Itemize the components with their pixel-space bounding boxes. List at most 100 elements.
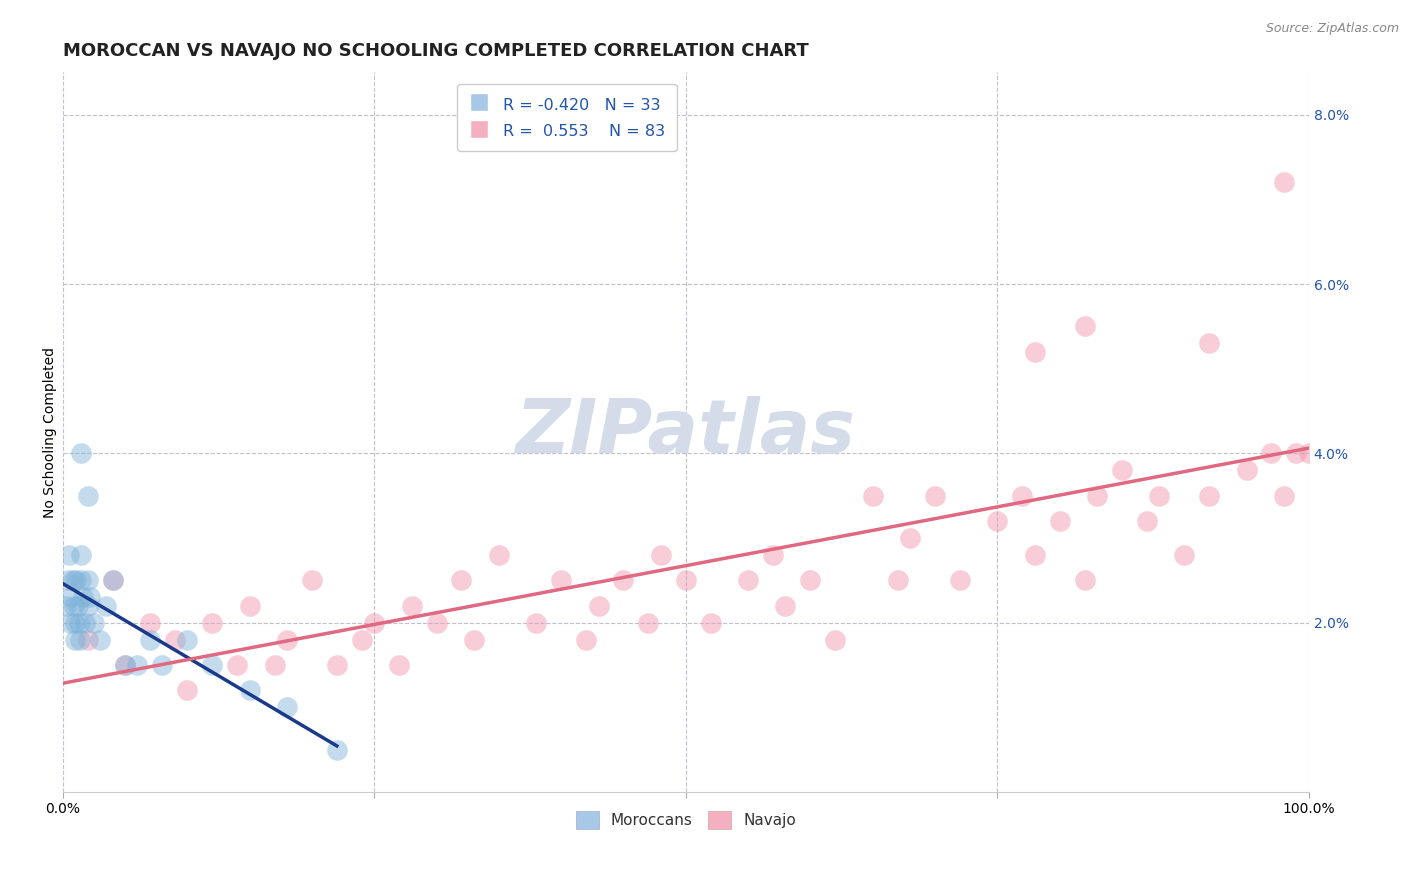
- Point: [799, 574, 821, 588]
- Point: [350, 632, 373, 647]
- Point: [139, 632, 162, 647]
- Point: [986, 514, 1008, 528]
- Point: [1049, 514, 1071, 528]
- Point: [1085, 489, 1108, 503]
- Point: [675, 574, 697, 588]
- Point: [425, 615, 447, 630]
- Point: [1198, 489, 1220, 503]
- Point: [62, 574, 84, 588]
- Point: [163, 632, 186, 647]
- Point: [524, 615, 547, 630]
- Point: [1285, 446, 1308, 460]
- Point: [127, 657, 149, 672]
- Point: [276, 632, 298, 647]
- Point: [401, 599, 423, 613]
- Point: [101, 574, 124, 588]
- Point: [63, 599, 86, 613]
- Point: [66, 599, 89, 613]
- Point: [65, 574, 87, 588]
- Point: [326, 657, 349, 672]
- Point: [1272, 176, 1295, 190]
- Point: [737, 574, 759, 588]
- Point: [75, 615, 97, 630]
- Y-axis label: No Schooling Completed: No Schooling Completed: [44, 347, 58, 517]
- Point: [886, 574, 908, 588]
- Point: [76, 599, 98, 613]
- Point: [58, 548, 80, 562]
- Point: [239, 599, 262, 613]
- Point: [226, 657, 249, 672]
- Point: [450, 574, 472, 588]
- Point: [201, 615, 224, 630]
- Point: [69, 632, 91, 647]
- Point: [72, 591, 94, 605]
- Point: [1149, 489, 1171, 503]
- Point: [56, 574, 79, 588]
- Point: [70, 548, 93, 562]
- Point: [650, 548, 672, 562]
- Point: [762, 548, 785, 562]
- Text: Source: ZipAtlas.com: Source: ZipAtlas.com: [1265, 22, 1399, 36]
- Point: [76, 574, 98, 588]
- Point: [276, 700, 298, 714]
- Point: [1260, 446, 1282, 460]
- Point: [775, 599, 797, 613]
- Point: [70, 574, 93, 588]
- Point: [70, 446, 93, 460]
- Point: [63, 615, 86, 630]
- Point: [575, 632, 598, 647]
- Text: MOROCCAN VS NAVAJO NO SCHOOLING COMPLETED CORRELATION CHART: MOROCCAN VS NAVAJO NO SCHOOLING COMPLETE…: [63, 42, 808, 60]
- Point: [949, 574, 972, 588]
- Point: [114, 657, 136, 672]
- Point: [96, 599, 118, 613]
- Point: [139, 615, 162, 630]
- Point: [1073, 574, 1095, 588]
- Point: [76, 489, 98, 503]
- Point: [588, 599, 610, 613]
- Point: [89, 632, 111, 647]
- Point: [1011, 489, 1033, 503]
- Point: [1198, 336, 1220, 351]
- Point: [114, 657, 136, 672]
- Point: [637, 615, 659, 630]
- Point: [176, 683, 198, 698]
- Point: [1236, 463, 1258, 477]
- Point: [612, 574, 634, 588]
- Point: [550, 574, 572, 588]
- Point: [176, 632, 198, 647]
- Point: [898, 531, 921, 545]
- Point: [699, 615, 721, 630]
- Point: [60, 591, 83, 605]
- Point: [101, 574, 124, 588]
- Point: [67, 615, 90, 630]
- Point: [1136, 514, 1159, 528]
- Text: ZIPatlas: ZIPatlas: [516, 396, 856, 468]
- Point: [1173, 548, 1195, 562]
- Point: [263, 657, 285, 672]
- Point: [79, 591, 101, 605]
- Point: [1024, 344, 1046, 359]
- Point: [1272, 489, 1295, 503]
- Point: [862, 489, 884, 503]
- Point: [59, 615, 82, 630]
- Point: [1111, 463, 1133, 477]
- Point: [63, 632, 86, 647]
- Point: [388, 657, 411, 672]
- Point: [1073, 319, 1095, 334]
- Point: [463, 632, 485, 647]
- Legend: Moroccans, Navajo: Moroccans, Navajo: [569, 805, 801, 835]
- Point: [83, 615, 105, 630]
- Point: [488, 548, 510, 562]
- Point: [150, 657, 173, 672]
- Point: [924, 489, 946, 503]
- Point: [201, 657, 224, 672]
- Point: [301, 574, 323, 588]
- Point: [824, 632, 846, 647]
- Point: [55, 599, 77, 613]
- Point: [326, 742, 349, 756]
- Point: [239, 683, 262, 698]
- Point: [1298, 446, 1320, 460]
- Point: [1024, 548, 1046, 562]
- Point: [363, 615, 385, 630]
- Point: [76, 632, 98, 647]
